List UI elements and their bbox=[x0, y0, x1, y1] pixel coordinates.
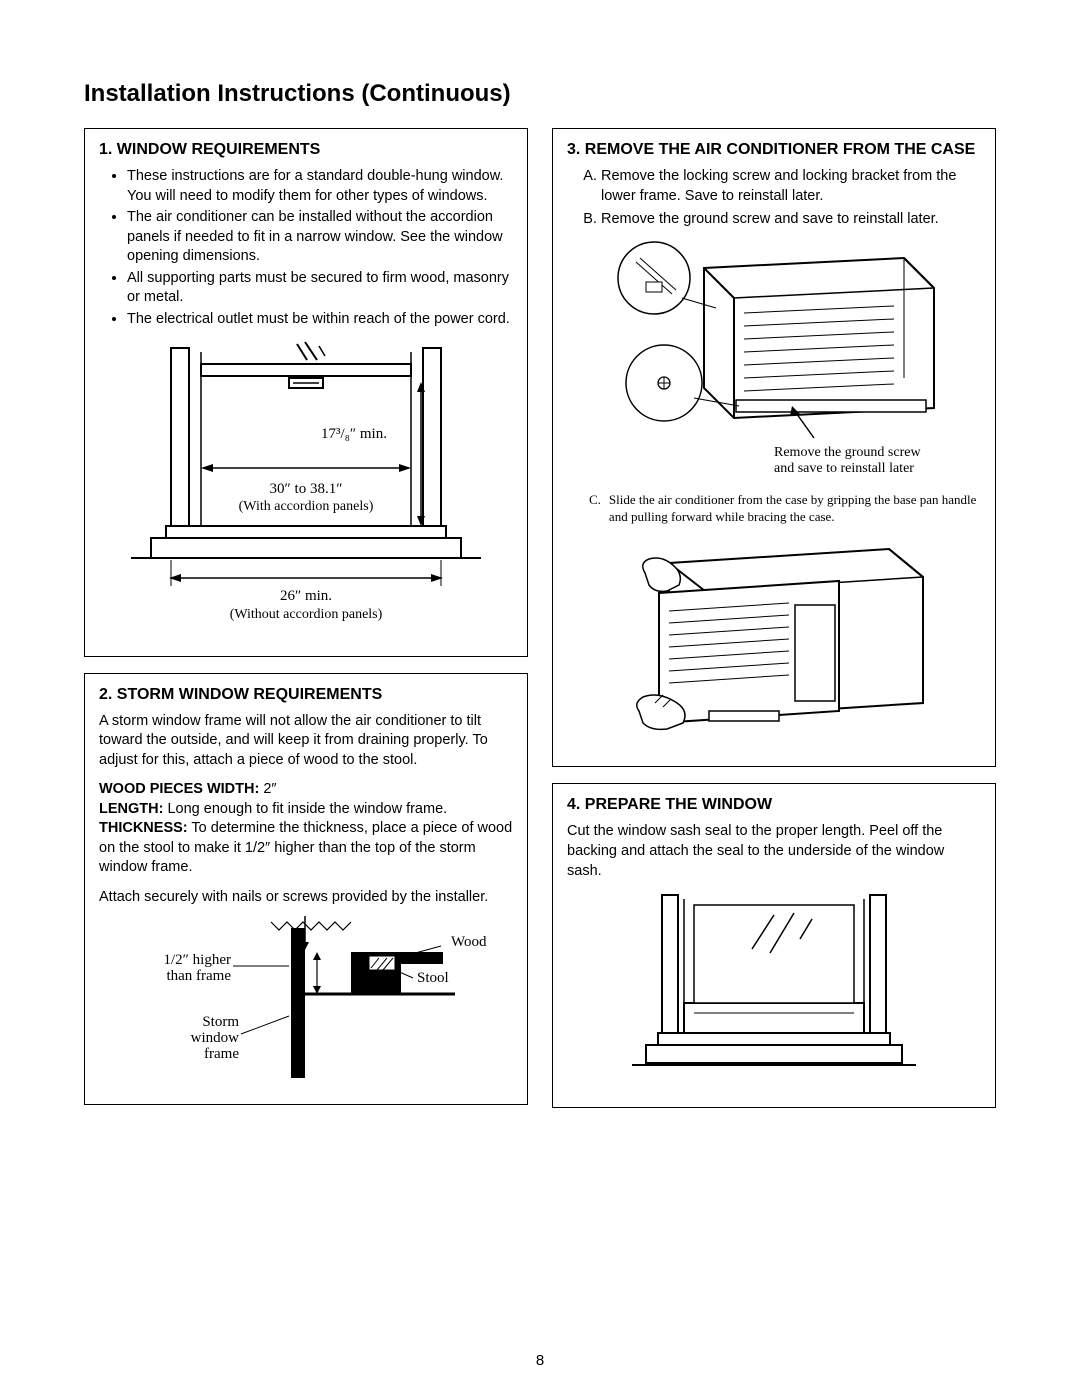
storm-label-3: frame bbox=[204, 1046, 239, 1062]
section-3-steps: Remove the locking screw and locking bra… bbox=[567, 167, 981, 230]
window-sash-diagram bbox=[624, 889, 924, 1089]
height-label: 17³/₈″ min. bbox=[321, 426, 387, 442]
list-item: The electrical outlet must be within rea… bbox=[127, 310, 513, 330]
content-columns: 1. WINDOW REQUIREMENTS These instruction… bbox=[84, 128, 996, 1108]
window-dimensions-diagram: 17³/₈″ min. 30″ to 38.1″ (With accordion… bbox=[121, 338, 491, 638]
section-remove-ac: 3. REMOVE THE AIR CONDITIONER FROM THE C… bbox=[552, 128, 996, 767]
section-prepare-window: 4. PREPARE THE WINDOW Cut the window sas… bbox=[552, 783, 996, 1108]
step-c-row: C. Slide the air conditioner from the ca… bbox=[567, 492, 981, 526]
attach-note: Attach securely with nails or screws pro… bbox=[99, 888, 513, 908]
storm-window-diagram: Wood 1/2″ higher than frame Stool Storm … bbox=[121, 916, 491, 1086]
wood-width-value: 2″ bbox=[259, 781, 276, 797]
list-item: The air conditioner can be installed wit… bbox=[127, 208, 513, 267]
section-2-heading: 2. STORM WINDOW REQUIREMENTS bbox=[99, 686, 513, 704]
higher-label-2: than frame bbox=[166, 968, 231, 984]
step-c-letter: C. bbox=[589, 492, 601, 526]
section-4-body: Cut the window sash seal to the proper l… bbox=[567, 822, 981, 881]
list-item: Remove the ground screw and save to rein… bbox=[601, 210, 981, 230]
width-with-label: 30″ to 38.1″ bbox=[270, 481, 343, 497]
thickness-line: THICKNESS: To determine the thickness, p… bbox=[99, 819, 513, 878]
section-4-heading: 4. PREPARE THE WINDOW bbox=[567, 796, 981, 814]
length-value: Long enough to fit inside the window fra… bbox=[163, 801, 447, 817]
wood-width-line: WOOD PIECES WIDTH: 2″ bbox=[99, 780, 513, 800]
length-label: LENGTH: bbox=[99, 801, 163, 817]
storm-label-1: Storm bbox=[202, 1014, 239, 1030]
section-1-bullets: These instructions are for a standard do… bbox=[99, 167, 513, 330]
step-c-text: Slide the air conditioner from the case … bbox=[609, 492, 981, 526]
section-window-requirements: 1. WINDOW REQUIREMENTS These instruction… bbox=[84, 128, 528, 657]
right-column: 3. REMOVE THE AIR CONDITIONER FROM THE C… bbox=[552, 128, 996, 1108]
page-number: 8 bbox=[0, 1352, 1080, 1369]
list-item: All supporting parts must be secured to … bbox=[127, 269, 513, 308]
section-1-heading: 1. WINDOW REQUIREMENTS bbox=[99, 141, 513, 159]
storm-label-2: window bbox=[191, 1030, 240, 1046]
section-3-heading: 3. REMOVE THE AIR CONDITIONER FROM THE C… bbox=[567, 141, 981, 159]
wood-width-label: WOOD PIECES WIDTH: bbox=[99, 781, 259, 797]
section-storm-window: 2. STORM WINDOW REQUIREMENTS A storm win… bbox=[84, 673, 528, 1105]
list-item: These instructions are for a standard do… bbox=[127, 167, 513, 206]
page-title: Installation Instructions (Continuous) bbox=[84, 80, 996, 108]
thickness-label: THICKNESS: bbox=[99, 820, 188, 836]
ground-screw-caption-1: Remove the ground screw bbox=[774, 445, 921, 460]
length-line: LENGTH: Long enough to fit inside the wi… bbox=[99, 800, 513, 820]
width-without-note: (Without accordion panels) bbox=[230, 607, 383, 622]
list-item: Remove the locking screw and locking bra… bbox=[601, 167, 981, 206]
wood-label: Wood bbox=[451, 934, 487, 950]
section-2-intro: A storm window frame will not allow the … bbox=[99, 712, 513, 771]
stool-label: Stool bbox=[417, 970, 449, 986]
higher-label-1: 1/2″ higher bbox=[164, 952, 232, 968]
width-without-label: 26″ min. bbox=[280, 588, 332, 604]
width-with-note: (With accordion panels) bbox=[239, 499, 374, 514]
left-column: 1. WINDOW REQUIREMENTS These instruction… bbox=[84, 128, 528, 1108]
ground-screw-caption-2: and save to reinstall later bbox=[774, 461, 914, 476]
ac-rear-diagram: Remove the ground screw and save to rein… bbox=[594, 238, 954, 488]
ac-slide-diagram bbox=[609, 533, 939, 748]
